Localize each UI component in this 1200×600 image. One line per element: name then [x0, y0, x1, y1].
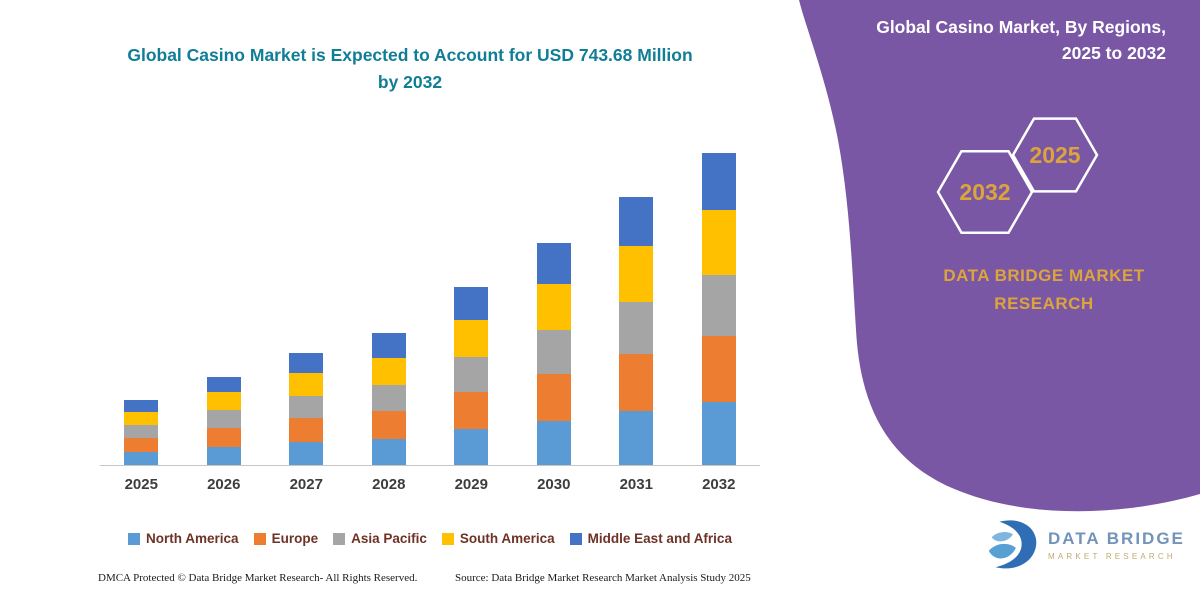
- bar-segment-south-america: [619, 246, 654, 303]
- bar-segment-south-america: [371, 357, 406, 385]
- bar-segment-north-america: [124, 451, 159, 465]
- stacked-bar-2029: [454, 287, 489, 465]
- copyright-text: DMCA Protected © Data Bridge Market Rese…: [98, 572, 418, 584]
- bar-segment-europe: [289, 418, 324, 442]
- stacked-bar-2030: [536, 243, 571, 465]
- legend-swatch-north-america: [128, 532, 141, 545]
- x-tick-label-2025: 2025: [124, 476, 158, 493]
- bar-group-2030: [513, 153, 596, 465]
- bar-segment-middle-east-and-africa: [371, 332, 406, 358]
- bar-segment-north-america: [206, 446, 241, 465]
- legend-item-south-america: South America: [441, 531, 555, 546]
- bar-group-2031: [595, 153, 678, 465]
- year-hexagons: 2032 2025: [936, 117, 1099, 234]
- bar-segment-north-america: [619, 411, 654, 465]
- bar-segment-middle-east-and-africa: [536, 243, 571, 285]
- legend-swatch-asia-pacific: [333, 532, 346, 545]
- bar-segment-middle-east-and-africa: [289, 353, 324, 373]
- bar-group-2028: [348, 153, 431, 465]
- x-tick-label-2026: 2026: [207, 476, 241, 493]
- bar-segment-north-america: [701, 402, 736, 465]
- bar-segment-asia-pacific: [536, 330, 571, 374]
- bar-segment-europe: [701, 335, 736, 403]
- legend-label-middle-east-and-africa: Middle East and Africa: [587, 531, 732, 546]
- bar-segment-europe: [536, 373, 571, 421]
- bar-segment-north-america: [454, 429, 489, 465]
- bar-segment-north-america: [536, 420, 571, 465]
- bar-segment-asia-pacific: [371, 384, 406, 411]
- x-tick-label-2031: 2031: [619, 476, 653, 493]
- bar-segment-asia-pacific: [454, 357, 489, 392]
- hexagon-year-2032: 2032: [959, 179, 1010, 205]
- x-tick-label-2029: 2029: [454, 476, 488, 493]
- legend-label-south-america: South America: [459, 531, 555, 546]
- x-axis-line: [100, 465, 760, 466]
- legend-item-asia-pacific: Asia Pacific: [333, 531, 427, 546]
- legend-label-asia-pacific: Asia Pacific: [351, 531, 427, 546]
- data-bridge-logo-mark: [988, 520, 1037, 569]
- hexagon-2032-outline: [936, 150, 1034, 234]
- bar-segment-north-america: [289, 441, 324, 465]
- legend-swatch-south-america: [441, 532, 454, 545]
- bar-group-2032: [678, 153, 761, 465]
- bar-segment-south-america: [454, 320, 489, 358]
- bar-segment-europe: [206, 427, 241, 447]
- brand-text: DATA BRIDGE MARKET RESEARCH: [943, 266, 1145, 314]
- bar-segment-south-america: [289, 372, 324, 397]
- bar-segment-europe: [454, 391, 489, 430]
- bar-group-2027: [265, 153, 348, 465]
- legend-item-europe: Europe: [253, 531, 319, 546]
- logo-text: DATA BRIDGE MARKET RESEARCH: [1048, 529, 1185, 561]
- legend-item-north-america: North America: [128, 531, 239, 546]
- source-text: Source: Data Bridge Market Research Mark…: [455, 572, 751, 584]
- bar-segment-south-america: [206, 391, 241, 411]
- data-bridge-logo: DATA BRIDGE MARKET RESEARCH: [982, 516, 1185, 574]
- stacked-bar-2027: [289, 353, 324, 465]
- bar-chart-plot-area: [100, 153, 760, 465]
- bar-group-2029: [430, 153, 513, 465]
- chart-title: Global Casino Market is Expected to Acco…: [127, 45, 693, 93]
- x-tick-label-2030: 2030: [537, 476, 571, 493]
- x-axis-labels: 2025 2026 2027 2028 2029 2030 2031 2032: [100, 476, 760, 493]
- bar-segment-middle-east-and-africa: [206, 376, 241, 392]
- legend-label-europe: Europe: [271, 531, 319, 546]
- panel-title: Global Casino Market, By Regions, 2025 t…: [876, 17, 1166, 64]
- x-tick-label-2032: 2032: [702, 476, 736, 493]
- bar-segment-asia-pacific: [701, 274, 736, 336]
- bar-segment-north-america: [371, 438, 406, 465]
- bar-segment-europe: [371, 410, 406, 439]
- bar-segment-middle-east-and-africa: [619, 196, 654, 247]
- bar-segment-south-america: [701, 210, 736, 275]
- logo-name: DATA BRIDGE: [1048, 529, 1185, 548]
- hexagon-year-2025: 2025: [1029, 142, 1080, 168]
- stacked-bar-2032: [701, 153, 736, 465]
- bar-segment-south-america: [124, 411, 159, 426]
- legend-item-middle-east-and-africa: Middle East and Africa: [569, 531, 732, 546]
- stacked-bar-2025: [124, 400, 159, 465]
- legend-swatch-middle-east-and-africa: [569, 532, 582, 545]
- bar-segment-middle-east-and-africa: [454, 287, 489, 321]
- bar-group-2025: [100, 153, 183, 465]
- stacked-bar-2026: [206, 376, 241, 465]
- hexagon-2025-outline: [1011, 117, 1099, 193]
- bar-segment-south-america: [536, 284, 571, 331]
- bar-segment-middle-east-and-africa: [701, 153, 736, 211]
- x-tick-label-2028: 2028: [372, 476, 406, 493]
- legend-swatch-europe: [253, 532, 266, 545]
- logo-subtitle: MARKET RESEARCH: [1048, 552, 1176, 561]
- stacked-bar-2031: [619, 196, 654, 465]
- bar-segment-asia-pacific: [206, 410, 241, 428]
- bar-segment-asia-pacific: [619, 302, 654, 355]
- legend-label-north-america: North America: [146, 531, 239, 546]
- bar-segment-asia-pacific: [124, 425, 159, 438]
- bar-segment-asia-pacific: [289, 396, 324, 419]
- bar-group-2026: [183, 153, 266, 465]
- bar-segment-europe: [619, 354, 654, 412]
- x-tick-label-2027: 2027: [289, 476, 323, 493]
- legend: North America Europe Asia Pacific South Ame…: [100, 531, 760, 546]
- bar-segment-europe: [124, 437, 159, 452]
- bar-segment-middle-east-and-africa: [124, 400, 159, 412]
- stacked-bar-2028: [371, 332, 406, 465]
